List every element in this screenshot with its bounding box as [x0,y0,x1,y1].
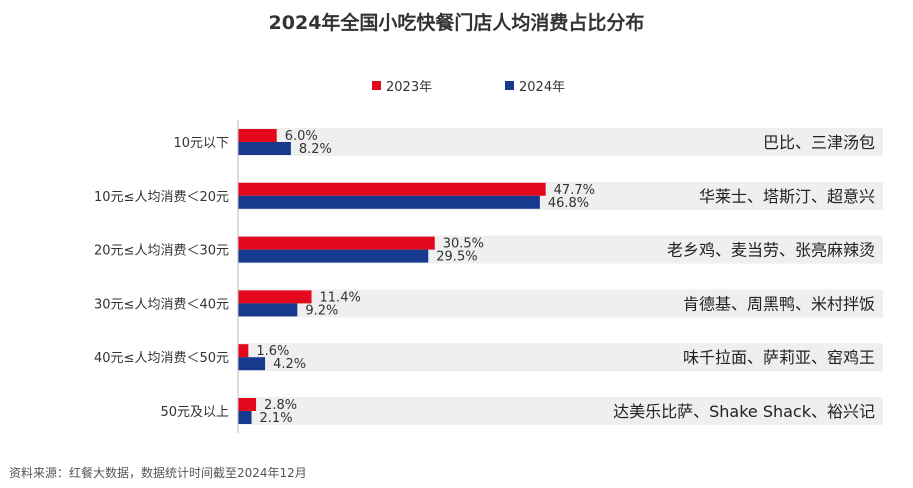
bar [238,249,429,263]
bar [238,411,252,424]
bar [238,357,266,371]
row-background [238,289,883,318]
brand-annotation: 老乡鸡、麦当劳、张亮麻辣烫 [667,241,875,260]
data-label: 2.1% [260,411,293,426]
brand-annotation: 巴比、三津汤包 [763,133,875,152]
bar [238,303,298,317]
brand-annotation: 达美乐比萨、Shake Shack、裕兴记 [613,402,875,421]
bar [238,182,546,196]
data-label: 46.8% [548,196,589,211]
data-label: 11.4% [320,290,361,305]
category-label: 10元以下 [173,136,229,151]
source-note: 资料来源：红餐大数据，数据统计时间截至2024年12月 [9,466,307,480]
legend-label-2024: 2024年 [519,80,566,95]
bar [238,236,435,250]
bar [238,142,291,155]
data-label: 4.2% [273,357,306,372]
category-label: 40元≤人均消费＜50元 [94,351,229,366]
bar [238,398,257,411]
data-label: 2.8% [264,398,297,413]
row-background [238,397,883,425]
category-label: 20元≤人均消费＜30元 [94,244,229,259]
category-label: 10元≤人均消费＜20元 [94,190,229,205]
category-label: 50元及以上 [160,405,229,420]
bar [238,129,277,142]
data-label: 29.5% [436,250,477,265]
data-label: 30.5% [443,237,484,252]
category-label: 30元≤人均消费＜40元 [94,297,229,312]
legend-label-2023: 2023年 [386,80,433,95]
row-background [238,128,883,156]
data-label: 1.6% [256,344,289,359]
legend-swatch-2023 [372,81,381,90]
brand-annotation: 肯德基、周黑鸭、米村拌饭 [683,294,875,313]
data-label: 8.2% [299,142,332,157]
bar [238,195,540,209]
data-label: 6.0% [285,129,318,144]
bar [238,344,249,358]
data-label: 47.7% [554,183,595,198]
bar [238,290,312,304]
legend-item-2024: 2024年 [505,76,565,95]
brand-annotation: 味千拉面、萨莉亚、窑鸡王 [683,348,875,367]
chart-title: 2024年全国小吃快餐门店人均消费占比分布 [268,12,645,34]
data-label: 9.2% [305,303,338,318]
legend-item-2023: 2023年 [372,76,432,95]
brand-annotation: 华莱士、塔斯汀、超意兴 [699,187,875,206]
row-background [238,343,883,372]
legend-swatch-2024 [505,81,514,90]
